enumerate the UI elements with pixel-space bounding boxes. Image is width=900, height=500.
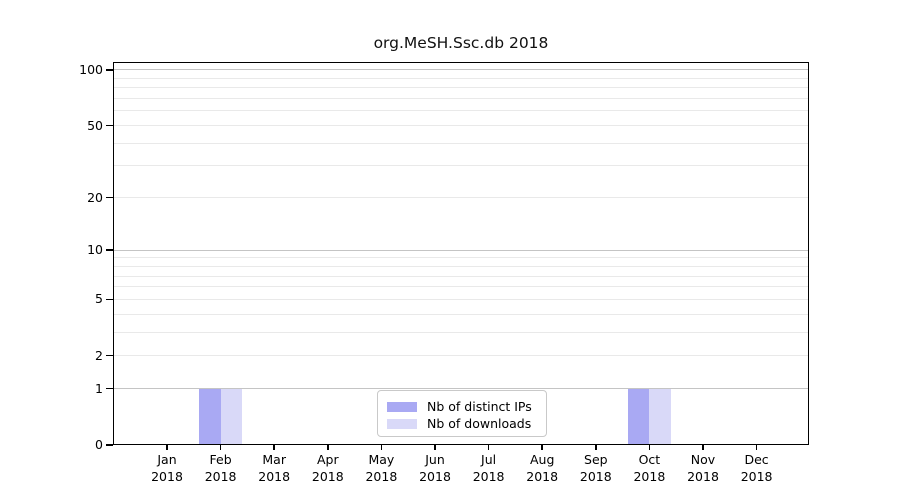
x-tick-month: Oct bbox=[638, 452, 661, 467]
legend: Nb of distinct IPs Nb of downloads bbox=[377, 390, 547, 437]
y-tick-mark bbox=[106, 354, 113, 357]
minor-gridline bbox=[113, 257, 809, 259]
x-tick-label: May 2018 bbox=[338, 451, 424, 485]
x-tick-year: 2018 bbox=[419, 469, 451, 484]
y-tick-label: 0 bbox=[95, 437, 103, 452]
x-tick-year: 2018 bbox=[311, 469, 344, 484]
x-tick-label: Jan 2018 bbox=[124, 451, 210, 485]
x-tick-mark bbox=[327, 445, 329, 450]
chart-title: org.MeSH.Ssc.db 2018 bbox=[373, 34, 549, 52]
minor-gridline bbox=[113, 286, 809, 288]
major-gridline bbox=[113, 388, 809, 390]
x-tick-month: Apr bbox=[316, 452, 339, 467]
x-tick-month: Aug bbox=[529, 452, 555, 467]
x-tick-label: Feb 2018 bbox=[178, 451, 264, 485]
x-tick-label: Sep 2018 bbox=[553, 451, 639, 485]
x-tick-month: Nov bbox=[690, 452, 716, 467]
major-gridline bbox=[113, 69, 809, 71]
x-tick-mark bbox=[434, 445, 436, 450]
minor-gridline bbox=[113, 275, 809, 277]
minor-gridline bbox=[113, 265, 809, 267]
bar-feb-s0 bbox=[199, 388, 221, 445]
x-tick-label: Nov 2018 bbox=[660, 451, 746, 485]
x-tick-month: May bbox=[368, 452, 395, 467]
x-tick-label: Apr 2018 bbox=[285, 451, 371, 485]
x-tick-month: Dec bbox=[744, 452, 769, 467]
legend-item-distinct-ips: Nb of distinct IPs bbox=[387, 398, 537, 415]
x-tick-mark bbox=[219, 445, 222, 450]
x-tick-mark bbox=[595, 445, 597, 450]
minor-gridline bbox=[113, 355, 809, 357]
minor-gridline bbox=[113, 331, 809, 333]
minor-gridline bbox=[113, 142, 809, 144]
legend-swatch-downloads bbox=[387, 418, 417, 429]
bar-oct-s1 bbox=[649, 388, 671, 445]
bar-oct-s0 bbox=[628, 388, 650, 445]
legend-label-distinct-ips: Nb of distinct IPs bbox=[427, 399, 532, 414]
y-tick-mark bbox=[106, 444, 113, 446]
x-tick-year: 2018 bbox=[687, 469, 719, 484]
x-tick-year: 2018 bbox=[740, 469, 773, 484]
y-tick-mark bbox=[106, 249, 113, 251]
y-tick-label: 1 bbox=[95, 380, 103, 396]
minor-gridline bbox=[113, 197, 809, 199]
minor-gridline bbox=[113, 298, 809, 300]
x-tick-month: Jan bbox=[157, 452, 177, 467]
x-tick-mark bbox=[487, 445, 490, 450]
x-tick-month: Jun bbox=[425, 452, 445, 467]
x-tick-label: Mar 2018 bbox=[231, 451, 317, 485]
y-tick-mark bbox=[106, 124, 113, 127]
y-tick-label: 50 bbox=[87, 117, 103, 133]
minor-gridline bbox=[113, 165, 809, 167]
major-gridline bbox=[113, 249, 809, 251]
y-tick-label: 100 bbox=[79, 61, 103, 77]
legend-swatch-distinct-ips bbox=[387, 401, 417, 412]
y-tick-label: 2 bbox=[95, 347, 103, 363]
x-tick-year: 2018 bbox=[204, 469, 237, 484]
x-tick-mark bbox=[541, 445, 543, 450]
minor-gridline bbox=[113, 125, 809, 126]
minor-gridline bbox=[113, 98, 809, 100]
plot-area bbox=[113, 62, 809, 445]
bar-feb-s1 bbox=[220, 388, 242, 445]
x-tick-year: 2018 bbox=[633, 469, 666, 484]
x-tick-year: 2018 bbox=[579, 469, 612, 484]
x-tick-mark bbox=[380, 445, 383, 450]
legend-item-downloads: Nb of downloads bbox=[387, 415, 537, 432]
x-tick-label: Jul 2018 bbox=[446, 451, 532, 485]
y-tick-label: 10 bbox=[87, 242, 103, 258]
x-tick-year: 2018 bbox=[365, 469, 398, 484]
x-tick-mark bbox=[166, 445, 168, 450]
x-tick-month: Jul bbox=[481, 452, 497, 467]
y-tick-label: 5 bbox=[95, 291, 103, 307]
x-tick-mark bbox=[702, 445, 704, 450]
y-tick-mark bbox=[106, 196, 113, 199]
x-tick-label: Aug 2018 bbox=[499, 451, 585, 485]
x-tick-label: Dec 2018 bbox=[714, 451, 800, 485]
minor-gridline bbox=[113, 110, 809, 112]
x-tick-mark bbox=[273, 445, 275, 450]
minor-gridline bbox=[113, 87, 809, 89]
minor-gridline bbox=[113, 313, 809, 315]
x-tick-mark bbox=[648, 445, 651, 450]
x-tick-month: Sep bbox=[584, 452, 608, 467]
minor-gridline bbox=[113, 77, 809, 79]
legend-label-downloads: Nb of downloads bbox=[427, 416, 532, 431]
y-tick-mark bbox=[106, 387, 113, 390]
x-tick-year: 2018 bbox=[472, 469, 505, 484]
y-tick-mark bbox=[106, 69, 113, 71]
x-tick-year: 2018 bbox=[258, 469, 291, 484]
y-tick-label: 20 bbox=[87, 189, 103, 205]
x-tick-label: Jun 2018 bbox=[392, 451, 478, 485]
x-tick-mark bbox=[755, 445, 758, 450]
x-tick-year: 2018 bbox=[151, 469, 183, 484]
x-tick-month: Mar bbox=[262, 452, 286, 467]
x-tick-label: Oct 2018 bbox=[606, 451, 692, 485]
x-tick-year: 2018 bbox=[526, 469, 559, 484]
y-tick-mark bbox=[106, 298, 113, 301]
x-tick-month: Feb bbox=[209, 452, 232, 467]
